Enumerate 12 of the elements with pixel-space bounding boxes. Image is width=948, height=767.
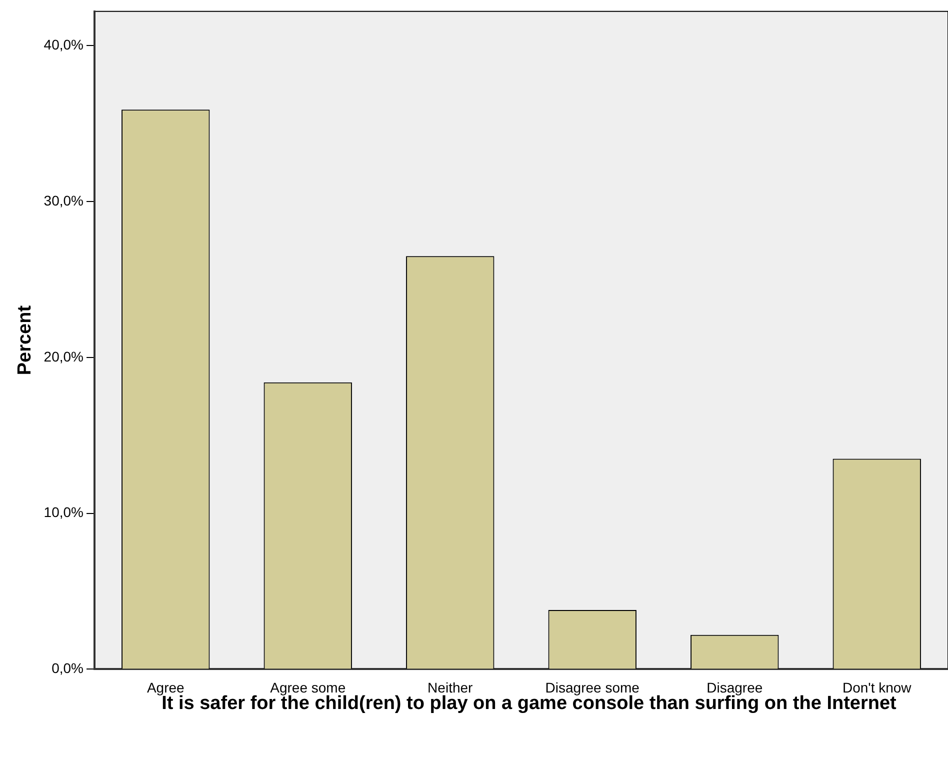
y-tick-label: 40,0% (44, 36, 84, 53)
y-tick-label: 20,0% (44, 348, 84, 364)
x-tick-label: Disagree (706, 679, 763, 696)
y-axis-title: Percent (14, 304, 36, 376)
x-tick-label: Neither (428, 679, 474, 696)
x-tick-label: Don't know (842, 679, 912, 696)
y-tick-label: 0,0% (52, 660, 84, 676)
x-tick-label: Agree some (270, 679, 346, 696)
y-tick-label: 10,0% (44, 504, 84, 520)
y-tick-label: 30,0% (44, 192, 84, 208)
x-tick-label: Disagree some (545, 679, 640, 696)
x-tick-label: Agree (146, 679, 185, 696)
